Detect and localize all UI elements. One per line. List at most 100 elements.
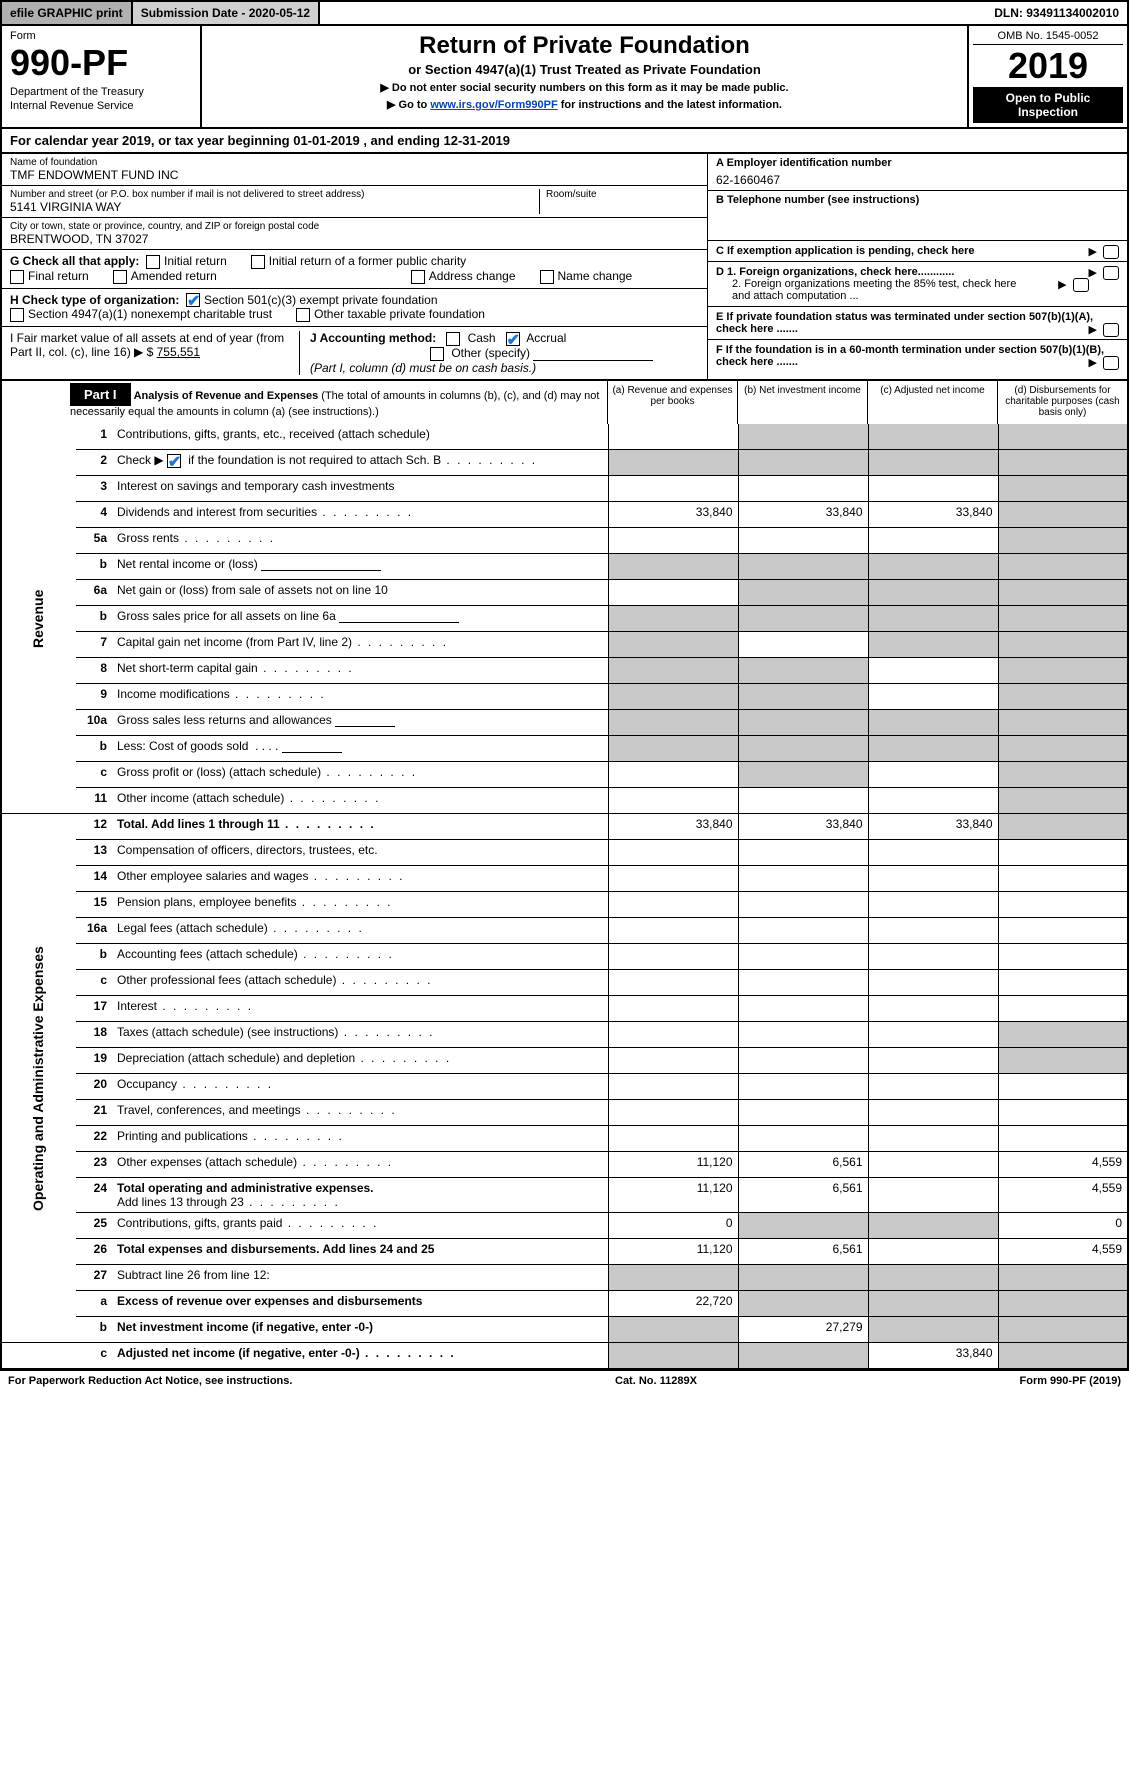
l12: Total. Add lines 1 through 11	[112, 814, 608, 840]
g-label: G Check all that apply:	[10, 254, 139, 269]
l27a: Excess of revenue over expenses and disb…	[112, 1291, 608, 1317]
table-row: 4Dividends and interest from securities3…	[1, 502, 1128, 528]
table-row: 11Other income (attach schedule)	[1, 788, 1128, 814]
l10c: Gross profit or (loss) (attach schedule)	[112, 762, 608, 788]
g-initial-former: Initial return of a former public charit…	[269, 254, 466, 268]
table-row: 14Other employee salaries and wages	[1, 866, 1128, 892]
l11: Other income (attach schedule)	[112, 788, 608, 814]
name-row: Name of foundation TMF ENDOWMENT FUND IN…	[2, 154, 707, 186]
table-row: 19Depreciation (attach schedule) and dep…	[1, 1048, 1128, 1074]
l14: Other employee salaries and wages	[112, 866, 608, 892]
note-no-ssn: ▶ Do not enter social security numbers o…	[212, 81, 957, 94]
street-row: Number and street (or P.O. box number if…	[2, 186, 707, 218]
h-o2: Section 4947(a)(1) nonexempt charitable …	[28, 307, 272, 321]
form-title: Return of Private Foundation	[212, 32, 957, 60]
header-right: OMB No. 1545-0052 2019 Open to Public In…	[967, 26, 1127, 127]
e-label: E If private foundation status was termi…	[716, 311, 1093, 335]
table-row: bNet rental income or (loss)	[1, 554, 1128, 580]
l6a: Net gain or (loss) from sale of assets n…	[112, 580, 608, 606]
chk-d1[interactable]	[1103, 266, 1119, 280]
chk-cash[interactable]	[446, 332, 460, 346]
chk-other-taxable[interactable]	[296, 308, 310, 322]
g-amended: Amended return	[131, 269, 217, 283]
table-row: 2Check ▶ if the foundation is not requir…	[1, 450, 1128, 476]
chk-e[interactable]	[1103, 323, 1119, 337]
instructions-link[interactable]: www.irs.gov/Form990PF	[430, 99, 557, 111]
l13: Compensation of officers, directors, tru…	[112, 840, 608, 866]
h-o3: Other taxable private foundation	[314, 307, 485, 321]
e-row: E If private foundation status was termi…	[708, 307, 1127, 340]
form-id-block: Form 990-PF Department of the Treasury I…	[2, 26, 202, 127]
table-row: 20Occupancy	[1, 1074, 1128, 1100]
chk-d2[interactable]	[1073, 278, 1089, 292]
i-value: 755,551	[157, 345, 200, 359]
l16b: Accounting fees (attach schedule)	[112, 944, 608, 970]
chk-other-method[interactable]	[430, 347, 444, 361]
chk-4947[interactable]	[10, 308, 24, 322]
d1-label: D 1. Foreign organizations, check here..…	[716, 266, 954, 278]
arrow-icon: ▶	[1089, 356, 1097, 369]
ein: 62-1660467	[716, 173, 1119, 187]
l24: Total operating and administrative expen…	[112, 1178, 608, 1213]
chk-final[interactable]	[10, 270, 24, 284]
chk-f[interactable]	[1103, 356, 1119, 370]
col-c-head: (c) Adjusted net income	[867, 381, 997, 424]
city-label: City or town, state or province, country…	[10, 221, 699, 232]
chk-501c3[interactable]	[186, 293, 200, 307]
l17: Interest	[112, 996, 608, 1022]
table-row: 21Travel, conferences, and meetings	[1, 1100, 1128, 1126]
chk-namechg[interactable]	[540, 270, 554, 284]
table-row: 15Pension plans, employee benefits	[1, 892, 1128, 918]
d2-label: 2. Foreign organizations meeting the 85%…	[732, 278, 1032, 302]
form-subtitle: or Section 4947(a)(1) Trust Treated as P…	[212, 62, 957, 77]
table-row: Revenue 1Contributions, gifts, grants, e…	[1, 424, 1128, 450]
chk-initial-former[interactable]	[251, 255, 265, 269]
chk-amended[interactable]	[113, 270, 127, 284]
submission-date: Submission Date - 2020-05-12	[133, 2, 320, 24]
page-footer: For Paperwork Reduction Act Notice, see …	[0, 1370, 1129, 1391]
table-row: 17Interest	[1, 996, 1128, 1022]
chk-accrual[interactable]	[506, 332, 520, 346]
table-row: 16aLegal fees (attach schedule)	[1, 918, 1128, 944]
chk-address[interactable]	[411, 270, 425, 284]
footer-left: For Paperwork Reduction Act Notice, see …	[8, 1375, 292, 1387]
l7: Capital gain net income (from Part IV, l…	[112, 632, 608, 658]
l4: Dividends and interest from securities	[112, 502, 608, 528]
efile-print[interactable]: efile GRAPHIC print	[2, 2, 133, 24]
chk-c[interactable]	[1103, 245, 1119, 259]
table-row: 18Taxes (attach schedule) (see instructi…	[1, 1022, 1128, 1048]
part1-desc: Part I Analysis of Revenue and Expenses …	[66, 381, 607, 424]
irs: Internal Revenue Service	[10, 100, 192, 112]
tax-year: 2019	[973, 45, 1123, 87]
arrow-icon: ▶	[1089, 245, 1097, 258]
table-row: bNet investment income (if negative, ent…	[1, 1317, 1128, 1343]
chk-sch-b[interactable]	[167, 454, 181, 468]
j-note: (Part I, column (d) must be on cash basi…	[310, 361, 536, 375]
l20: Occupancy	[112, 1074, 608, 1100]
g-initial: Initial return	[164, 254, 227, 268]
part1-table: Revenue 1Contributions, gifts, grants, e…	[0, 424, 1129, 1370]
table-row: 9Income modifications	[1, 684, 1128, 710]
arrow-icon: ▶	[1058, 278, 1066, 291]
foundation-name: TMF ENDOWMENT FUND INC	[10, 168, 699, 182]
table-row: 24Total operating and administrative exp…	[1, 1178, 1128, 1213]
chk-initial[interactable]	[146, 255, 160, 269]
col-b-head: (b) Net investment income	[737, 381, 867, 424]
table-row: 8Net short-term capital gain	[1, 658, 1128, 684]
l22: Printing and publications	[112, 1126, 608, 1152]
d-row: D 1. Foreign organizations, check here..…	[708, 262, 1127, 307]
l10a: Gross sales less returns and allowances	[112, 710, 608, 736]
part1-header: Part I Analysis of Revenue and Expenses …	[0, 379, 1129, 424]
table-row: Operating and Administrative Expenses 12…	[1, 814, 1128, 840]
name-label: Name of foundation	[10, 157, 699, 168]
ein-label: A Employer identification number	[716, 157, 1119, 169]
c-row: C If exemption application is pending, c…	[708, 241, 1127, 262]
f-label: F If the foundation is in a 60-month ter…	[716, 344, 1104, 368]
g-section: G Check all that apply: Initial return I…	[2, 250, 707, 289]
table-row: 10aGross sales less returns and allowanc…	[1, 710, 1128, 736]
l3: Interest on savings and temporary cash i…	[112, 476, 608, 502]
dln: DLN: 93491134002010	[986, 2, 1127, 24]
l10b: Less: Cost of goods sold . . . .	[112, 736, 608, 762]
l2: Check ▶ if the foundation is not require…	[112, 450, 608, 476]
form-header: Form 990-PF Department of the Treasury I…	[0, 26, 1129, 129]
